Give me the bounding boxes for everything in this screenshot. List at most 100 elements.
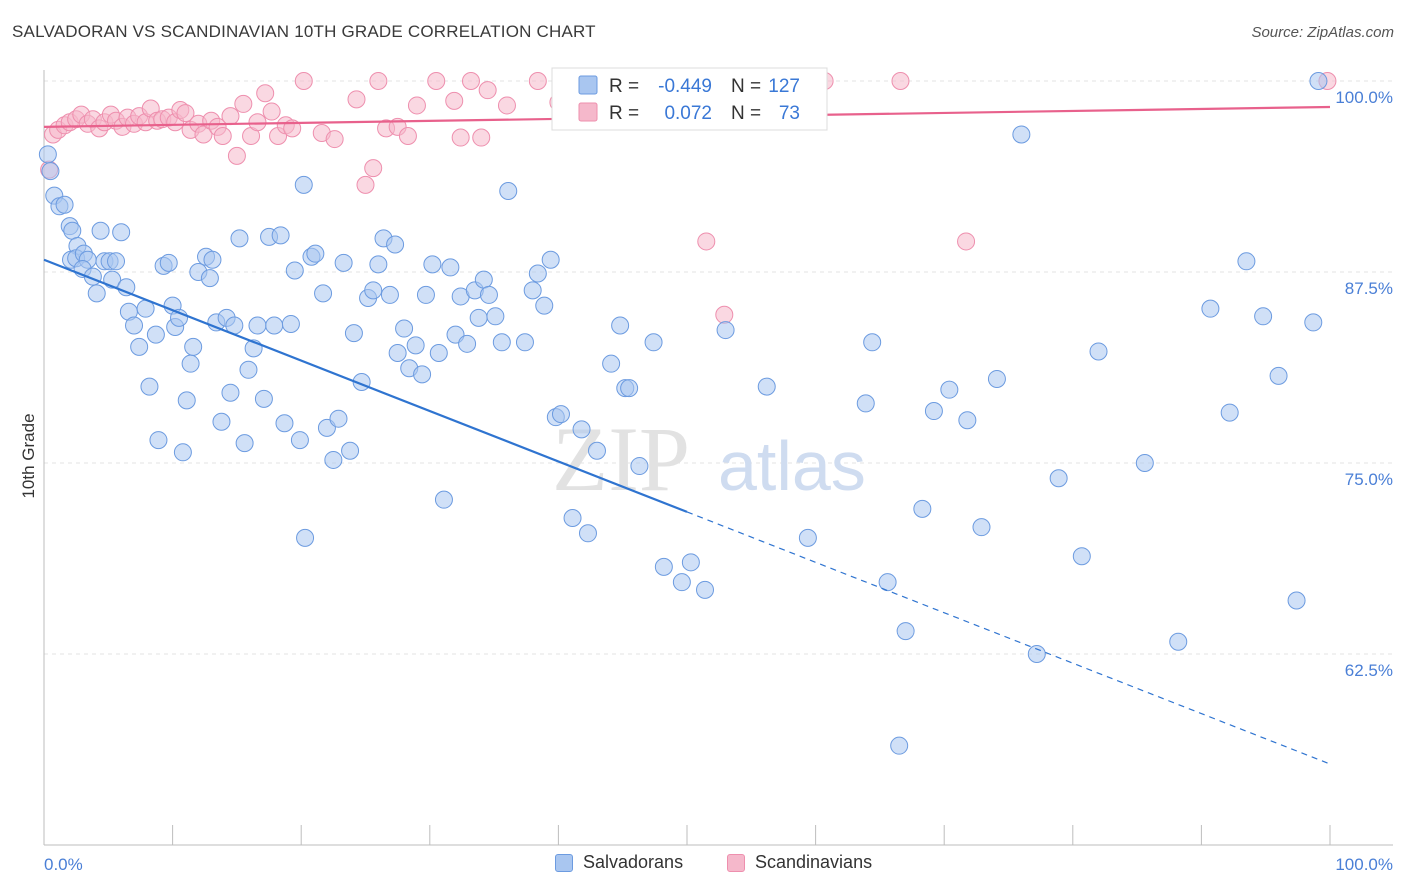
salvadoran-point (1237, 252, 1256, 271)
scandinavian-point (407, 96, 426, 115)
salvadoran-point (654, 557, 673, 576)
scandinavian-point (715, 305, 734, 324)
x-tick-label-1: 100.0% (1335, 855, 1393, 874)
salvadoran-point (572, 420, 591, 439)
watermark: ZIP atlas (552, 408, 866, 510)
salvadoran-point (1304, 313, 1323, 332)
salvadoran-point (972, 518, 991, 537)
salvadoran-point (878, 573, 897, 592)
salvadoran-point (630, 457, 649, 476)
legend-item-scandinavians[interactable]: Scandinavians (727, 852, 872, 873)
salvadoran-point (563, 509, 582, 528)
scandinavian-point (256, 84, 275, 103)
watermark-atlas: atlas (718, 427, 866, 505)
salvadoran-point (265, 316, 284, 335)
salvadoran-point (611, 316, 630, 335)
salvadoran-point (38, 145, 57, 164)
scandinavian-point (472, 128, 491, 147)
salvadoran-point (1169, 632, 1188, 651)
scandinavian-point (248, 113, 267, 132)
salvadoran-point (486, 307, 505, 326)
salvadoran-point (940, 380, 959, 399)
salvadoran-point (413, 365, 432, 384)
salvadoran-point (644, 333, 663, 352)
scandinavian-point (294, 72, 313, 90)
salvadoran-point (275, 414, 294, 433)
salvadoran-point (1072, 547, 1091, 566)
salvadoran-point (479, 285, 498, 304)
salvadoran-point (890, 736, 909, 755)
salvadoran-point (149, 431, 168, 450)
salvadoran-point (285, 261, 304, 280)
salvadoran-point (344, 324, 363, 343)
salvadoran-point (294, 175, 313, 194)
y-tick-labels: 62.5% 75.0% 87.5% 100.0% (1335, 88, 1393, 680)
x-tick-labels: 0.0% 100.0% (44, 855, 1393, 874)
salvadoran-point (41, 162, 60, 181)
y-axis-label: 10th Grade (19, 413, 38, 498)
legend-n-label-1: N = (731, 76, 761, 97)
scandinavian-point (213, 127, 232, 146)
salvadoran-point (329, 409, 348, 428)
salvadoran-point (1220, 403, 1239, 422)
scandinavian-point (356, 175, 375, 194)
salvadoran-point (515, 333, 534, 352)
salvadoran-point (798, 528, 817, 547)
scandinavian-point (478, 81, 497, 100)
salvadoran-point (55, 195, 74, 214)
legend-label-scandinavians: Scandinavians (755, 852, 873, 872)
salvadoran-point (125, 316, 144, 335)
legend-item-salvadorans[interactable]: Salvadorans (555, 852, 683, 873)
watermark-zip: ZIP (552, 408, 690, 510)
source-label: Source: ZipAtlas.com (1251, 24, 1394, 41)
salvadoran-point (958, 411, 977, 430)
salvadoran-point (535, 296, 554, 315)
salvadoran-point (181, 354, 200, 373)
salvadoran-point (364, 281, 383, 300)
scandinavian-point (262, 102, 281, 121)
salvadorans-swatch (555, 853, 573, 872)
salvadoran-point (239, 360, 258, 379)
scandinavian-point (427, 72, 446, 90)
salvadoran-point (987, 369, 1006, 388)
salvadoran-point (369, 255, 388, 274)
salvadoran-point (130, 337, 149, 356)
salvadoran-point (416, 285, 435, 304)
salvadoran-point (87, 284, 106, 303)
salvadoran-point (578, 524, 597, 543)
salvadoran-point (200, 269, 219, 288)
scandinavian-point (451, 128, 470, 147)
salvadoran-point (551, 405, 570, 424)
salvadoran-point (458, 334, 477, 353)
top-legend: R = -0.449 N = 127 R = 0.072 N = 73 (551, 67, 828, 131)
salvadoran-point (1049, 469, 1068, 488)
salvadoran-point (159, 253, 178, 272)
salvadoran-point (474, 270, 493, 289)
salvadoran-point (1089, 342, 1108, 361)
salvadoran-point (1309, 72, 1328, 90)
scandinavian-point (497, 96, 516, 115)
scandinavian-point (194, 125, 213, 144)
salvadoran-trend-line (43, 258, 688, 513)
salvadoran-point (856, 394, 875, 413)
salvadoran-point (271, 226, 290, 245)
salvadoran-point (173, 443, 192, 462)
salvadoran-point (469, 308, 488, 327)
salvadoran-point (757, 377, 776, 396)
scandinavian-point (445, 91, 464, 110)
salvadoran-point (296, 528, 315, 547)
salvadoran-point (140, 377, 159, 396)
salvadoran-point (434, 490, 453, 509)
y-tick-label-2: 87.5% (1345, 279, 1393, 298)
salvadoran-point (423, 255, 442, 274)
legend-swatch-scandinavians (578, 102, 598, 122)
salvadoran-point (1269, 366, 1288, 385)
salvadoran-point (380, 285, 399, 304)
scandinavian-point (891, 72, 910, 90)
salvadoran-point (212, 412, 231, 431)
salvadoran-point (620, 379, 639, 398)
salvadoran-point (341, 441, 360, 460)
y-tick-label-1: 75.0% (1345, 470, 1393, 489)
salvadoran-point (1287, 591, 1306, 610)
salvadoran-point (681, 553, 700, 572)
